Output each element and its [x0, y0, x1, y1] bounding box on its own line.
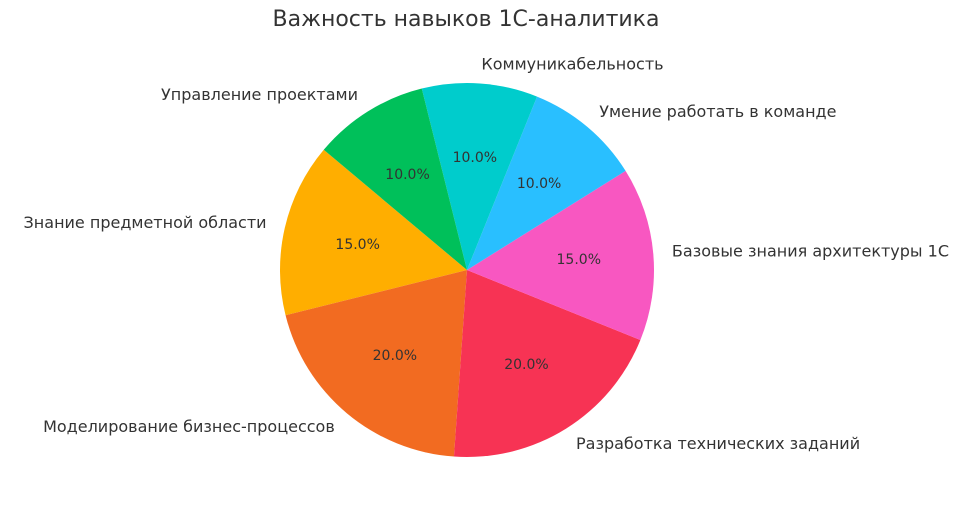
percent-label: 15.0%: [557, 252, 601, 268]
chart-title: Важность навыков 1С-аналитика: [273, 7, 660, 32]
slice-label: Умение работать в команде: [599, 102, 836, 121]
slice-label: Разработка технических заданий: [576, 434, 860, 453]
percent-label: 10.0%: [453, 150, 497, 166]
slice-label: Моделирование бизнес-процессов: [43, 417, 335, 436]
pie-slice: [467, 96, 626, 270]
slice-label: Знание предметной области: [24, 213, 267, 232]
slice-label: Коммуникабельность: [481, 54, 663, 73]
pie-slice: [453, 270, 641, 457]
slice-label: Базовые знания архитектуры 1С: [672, 242, 949, 261]
percent-label: 10.0%: [517, 176, 561, 192]
percent-label: 15.0%: [335, 237, 379, 253]
pie-slice: [280, 149, 467, 316]
pie-slice: [323, 88, 467, 270]
slice-label: Управление проектами: [161, 85, 358, 104]
pie-slice: [467, 170, 654, 341]
percent-label: 20.0%: [504, 357, 548, 373]
percent-label: 20.0%: [373, 348, 417, 364]
pie-slice: [421, 83, 538, 271]
pie-slice: [285, 270, 467, 457]
percent-label: 10.0%: [385, 167, 429, 183]
